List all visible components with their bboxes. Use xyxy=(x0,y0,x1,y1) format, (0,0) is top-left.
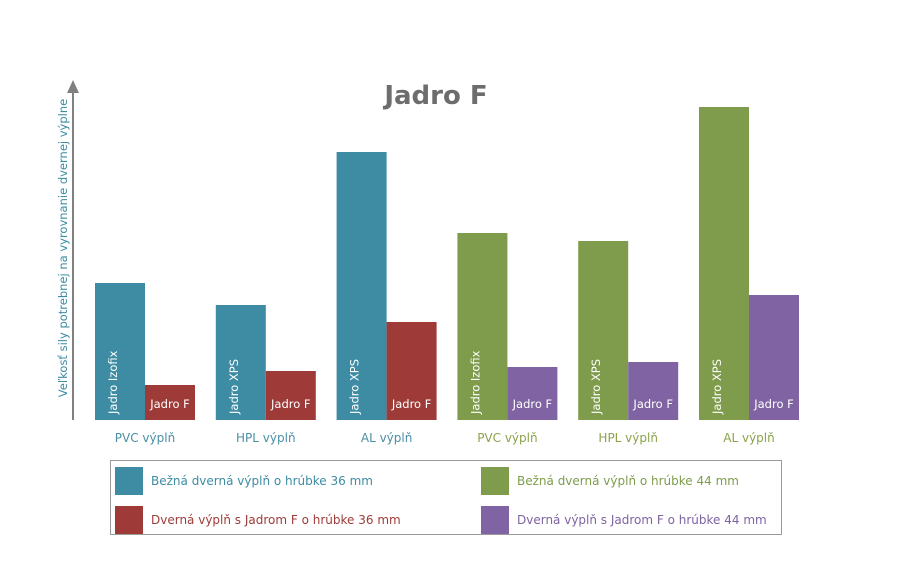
legend-swatch-1 xyxy=(115,506,143,534)
bar-0-1 xyxy=(145,385,195,420)
legend-label-1: Dverná výplň s Jadrom F o hrúbke 36 mm xyxy=(151,513,401,527)
legend-label-0: Bežná dverná výplň o hrúbke 36 mm xyxy=(151,474,373,488)
bar-2-0 xyxy=(336,152,387,420)
category-label-2: AL výplň xyxy=(361,431,412,445)
bar-1-0 xyxy=(215,305,266,420)
legend-label-2: Bežná dverná výplň o hrúbke 44 mm xyxy=(517,474,739,488)
bar-label-4-1: Jadro F xyxy=(632,397,673,411)
bar-4-1 xyxy=(628,362,679,420)
bar-label-2-1: Jadro F xyxy=(391,397,432,411)
bar-label-5-1: Jadro F xyxy=(753,397,794,411)
bar-label-1-0: Jadro XPS xyxy=(227,359,241,415)
category-label-1: HPL výplň xyxy=(236,431,296,445)
legend-swatch-0 xyxy=(115,467,143,495)
bars-layer: Jadro Izofix Jadro F PVC výplň Jadro XPS Jad… xyxy=(95,107,799,445)
legend: Bežná dverná výplň o hrúbke 36 mm Dverná … xyxy=(110,460,782,535)
bar-label-3-1: Jadro F xyxy=(512,397,553,411)
bar-label-4-0: Jadro XPS xyxy=(589,359,603,415)
bar-label-1-1: Jadro F xyxy=(270,397,311,411)
category-label-3: PVC výplň xyxy=(477,431,537,445)
y-axis-arrow-icon xyxy=(67,80,79,93)
bar-5-0 xyxy=(699,107,749,420)
category-label-5: AL výplň xyxy=(723,431,774,445)
legend-item-2: Bežná dverná výplň o hrúbke 44 mm xyxy=(481,467,739,495)
legend-swatch-3 xyxy=(481,506,509,534)
bar-label-5-0: Jadro XPS xyxy=(710,359,724,415)
bar-label-0-1: Jadro F xyxy=(149,397,190,411)
bar-1-1 xyxy=(265,371,316,420)
bar-label-3-0: Jadro Izofix xyxy=(468,350,482,415)
bar-0-0 xyxy=(95,283,145,420)
legend-item-1: Dverná výplň s Jadrom F o hrúbke 36 mm xyxy=(115,506,401,534)
legend-label-3: Dverná výplň s Jadrom F o hrúbke 44 mm xyxy=(517,513,767,527)
legend-item-0: Bežná dverná výplň o hrúbke 36 mm xyxy=(115,467,373,495)
chart-title: Jadro F xyxy=(382,81,487,111)
legend-swatch-2 xyxy=(481,467,509,495)
bar-label-2-0: Jadro XPS xyxy=(348,359,362,415)
legend-item-3: Dverná výplň s Jadrom F o hrúbke 44 mm xyxy=(481,506,767,534)
category-label-4: HPL výplň xyxy=(598,431,658,445)
bar-4-0 xyxy=(578,241,629,420)
bar-label-0-0: Jadro Izofix xyxy=(106,350,120,415)
bar-2-1 xyxy=(386,322,437,420)
bar-3-1 xyxy=(507,367,558,420)
category-label-0: PVC výplň xyxy=(115,431,175,445)
y-axis-label: Veľkosť sily potrebnej na vyrovnanie dve… xyxy=(56,99,70,397)
bar-5-1 xyxy=(749,295,799,420)
bar-3-0 xyxy=(457,233,508,420)
